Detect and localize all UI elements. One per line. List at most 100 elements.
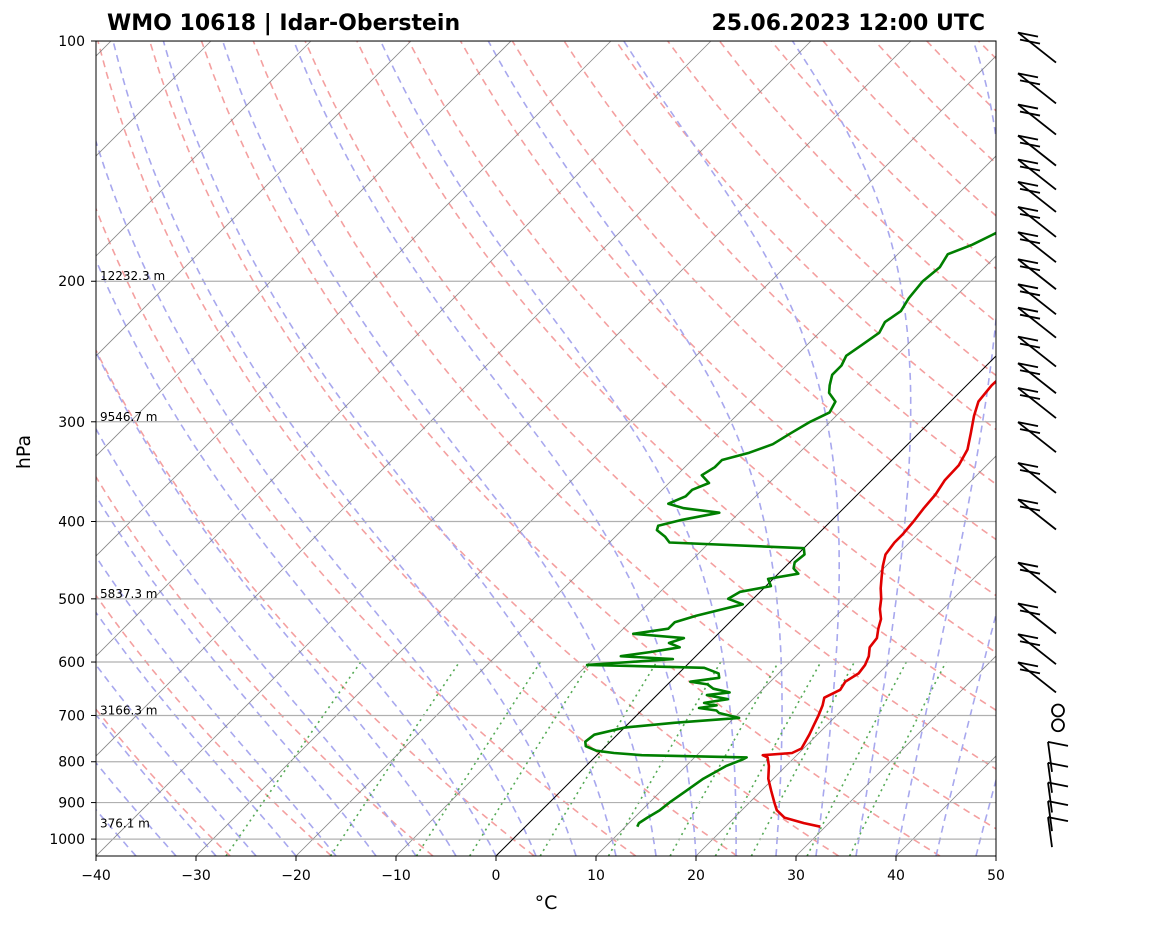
dry-adiabat xyxy=(97,41,738,856)
dry-adiabat xyxy=(96,348,535,856)
y-tick-label: 800 xyxy=(58,755,85,771)
y-tick-label: 700 xyxy=(58,708,85,724)
dry-adiabat xyxy=(459,41,996,597)
y-tick-label: 100 xyxy=(58,34,85,50)
moist-adiabat xyxy=(96,761,177,856)
wind-barbs xyxy=(1017,31,1069,848)
y-axis-ticks: 100 200 300 400 500 600 700 800 900 1000 xyxy=(49,34,96,848)
isotherm-line xyxy=(195,55,996,856)
zero-isotherm-line xyxy=(495,355,996,856)
mixing-ratio-line xyxy=(669,661,780,856)
moist-adiabat xyxy=(379,41,737,856)
height-label: 5837.3 m xyxy=(100,587,158,601)
y-tick-label: 500 xyxy=(58,592,85,608)
moist-adiabat xyxy=(96,427,417,856)
mixing-ratio-line xyxy=(607,661,722,856)
isotherm-line xyxy=(96,41,912,856)
isotherm-line xyxy=(595,455,996,856)
calm-wind-circle xyxy=(1051,718,1065,733)
wind-barb xyxy=(1017,181,1057,213)
x-tick-label: 10 xyxy=(587,868,605,884)
wind-barb xyxy=(1017,362,1057,394)
dry-adiabat xyxy=(200,41,941,856)
pressure-gridlines xyxy=(96,41,996,840)
plot-area xyxy=(96,41,996,856)
height-label: 376.1 m xyxy=(100,817,150,831)
x-tick-label: 20 xyxy=(687,868,705,884)
x-tick-label: −20 xyxy=(281,868,311,884)
wind-barb xyxy=(1017,231,1057,263)
wind-barb xyxy=(1017,602,1057,635)
x-axis-ticks: −40 −30 −20 −10 0 10 20 30 40 50 xyxy=(81,856,1005,884)
mixing-ratio-line xyxy=(539,661,658,856)
height-label: 9546.7 m xyxy=(100,410,158,424)
wind-barb xyxy=(1017,72,1057,105)
wind-barb xyxy=(1017,31,1057,64)
wind-barb xyxy=(1017,498,1057,531)
dry-adiabat xyxy=(96,206,637,856)
moist-adiabat xyxy=(293,41,697,856)
dry-adiabat xyxy=(407,41,996,654)
moist-adiabat xyxy=(96,555,337,856)
moist-adiabat xyxy=(96,138,537,856)
x-axis-label: °C xyxy=(535,892,558,914)
isotherm-line xyxy=(395,255,996,856)
height-label: 3166.3 m xyxy=(100,703,158,717)
mixing-ratio-lines xyxy=(225,661,947,856)
y-tick-label: 1000 xyxy=(49,832,85,848)
y-axis-label: hPa xyxy=(13,435,35,469)
moist-adiabat xyxy=(96,257,497,856)
y-tick-label: 600 xyxy=(58,655,85,671)
x-tick-label: −40 xyxy=(81,868,111,884)
dry-adiabat xyxy=(563,41,996,486)
x-tick-label: −10 xyxy=(381,868,411,884)
dry-adiabat xyxy=(304,41,996,770)
y-tick-label: 400 xyxy=(58,514,85,530)
isotherm-line xyxy=(96,41,812,757)
moist-adiabat xyxy=(487,41,783,856)
isotherm-line xyxy=(96,41,312,257)
moist-adiabat xyxy=(96,494,377,856)
dry-adiabat xyxy=(148,41,840,856)
isotherm-line xyxy=(96,41,712,657)
calm-wind-circle xyxy=(1051,703,1065,718)
isotherm-line xyxy=(695,555,996,856)
height-label: 12232.3 m xyxy=(100,269,165,283)
x-tick-label: 30 xyxy=(787,868,805,884)
plot-frame xyxy=(95,40,997,857)
datetime-title: 25.06.2023 12:00 UTC xyxy=(711,11,985,36)
wind-barb xyxy=(1017,306,1057,339)
temperature-profile-line xyxy=(761,379,996,828)
dry-adiabats xyxy=(96,41,996,856)
moist-adiabat xyxy=(895,41,996,856)
isotherm-line xyxy=(96,41,412,357)
dewpoint-profile-line xyxy=(583,231,996,828)
moist-adiabats xyxy=(96,41,996,856)
mixing-ratio-line xyxy=(415,661,542,856)
wind-barb xyxy=(1017,462,1057,494)
x-tick-label: 40 xyxy=(887,868,905,884)
wind-barb xyxy=(1017,561,1057,594)
dry-adiabat xyxy=(252,41,996,830)
moist-adiabat xyxy=(96,663,257,856)
wind-barb xyxy=(1047,816,1069,848)
wind-barb xyxy=(1017,283,1057,316)
mixing-ratio-line xyxy=(469,661,592,856)
wind-barb xyxy=(1017,158,1057,191)
moist-adiabat xyxy=(112,41,577,856)
height-labels: 12232.3 m 9546.7 m 5837.3 m 3166.3 m 376.1 m xyxy=(100,269,165,830)
wind-barb xyxy=(1017,335,1057,368)
x-tick-label: −30 xyxy=(181,868,211,884)
wind-barb xyxy=(1017,661,1057,694)
x-tick-label: 50 xyxy=(987,868,1005,884)
dry-adiabat xyxy=(615,41,996,431)
moist-adiabat xyxy=(221,41,657,856)
station-title: WMO 10618 | Idar-Oberstein xyxy=(107,11,460,36)
wind-barb xyxy=(1047,741,1069,773)
moist-adiabat xyxy=(623,41,841,856)
moist-adiabat xyxy=(96,611,297,856)
mixing-ratio-line xyxy=(329,661,461,856)
wind-barb xyxy=(1017,258,1057,290)
wind-barb xyxy=(1017,421,1057,453)
